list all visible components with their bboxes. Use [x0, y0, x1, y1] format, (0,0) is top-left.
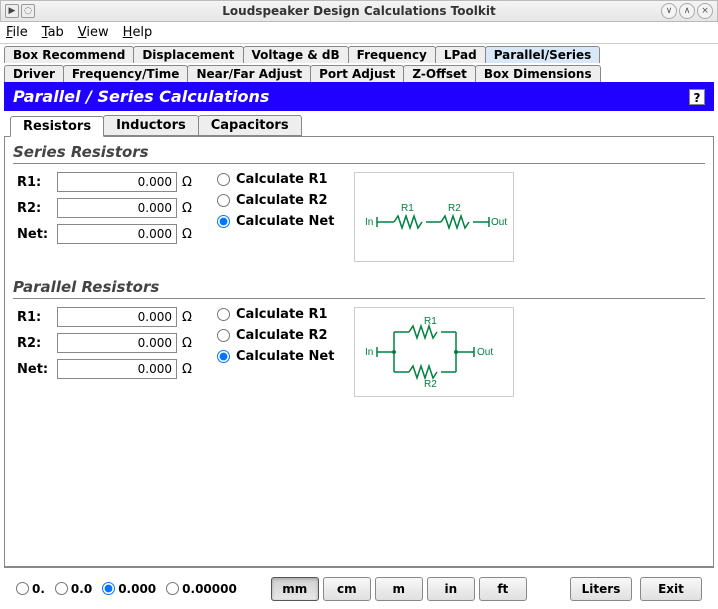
- menu-tab[interactable]: Tab: [42, 25, 64, 40]
- series-r2-input[interactable]: [57, 198, 177, 218]
- series-section-title: Series Resistors: [13, 143, 705, 164]
- precision-0[interactable]: 0.: [16, 582, 45, 596]
- parallel-calc-net-radio[interactable]: Calculate Net: [217, 349, 334, 364]
- parallel-net-input[interactable]: [57, 359, 177, 379]
- precision-2[interactable]: 0.000: [102, 582, 156, 596]
- parallel-r2-input[interactable]: [57, 333, 177, 353]
- svg-text:Out: Out: [477, 347, 493, 358]
- menu-bar: File Tab View Help: [0, 22, 718, 44]
- unit-in-button[interactable]: in: [427, 577, 475, 601]
- svg-text:In: In: [365, 217, 373, 228]
- minimize-button[interactable]: ∨: [661, 3, 677, 19]
- tab-driver[interactable]: Driver: [4, 65, 64, 82]
- parallel-net-unit: Ω: [177, 362, 197, 377]
- parallel-r2-label: R2:: [17, 336, 57, 351]
- series-net-label: Net:: [17, 227, 57, 242]
- subtab-resistors[interactable]: Resistors: [10, 116, 104, 137]
- document-icon: ◌: [21, 4, 35, 18]
- svg-text:R1: R1: [401, 203, 414, 214]
- series-r2-label: R2:: [17, 201, 57, 216]
- title-bar: ▶ ◌ Loudspeaker Design Calculations Tool…: [0, 0, 718, 22]
- parallel-net-label: Net:: [17, 362, 57, 377]
- parallel-r1-input[interactable]: [57, 307, 177, 327]
- tab-frequency[interactable]: Frequency: [348, 46, 436, 63]
- series-net-unit: Ω: [177, 227, 197, 242]
- parallel-section-title: Parallel Resistors: [13, 278, 705, 299]
- liters-button[interactable]: Liters: [570, 577, 632, 601]
- tab-frequency-time[interactable]: Frequency/Time: [63, 65, 189, 82]
- series-calc-net-radio[interactable]: Calculate Net: [217, 214, 334, 229]
- series-diagram: In R1 R2 Out: [354, 172, 514, 262]
- parallel-calc-r1-radio[interactable]: Calculate R1: [217, 307, 334, 322]
- series-r1-label: R1:: [17, 175, 57, 190]
- svg-text:R2: R2: [424, 379, 437, 390]
- menu-help[interactable]: Help: [123, 25, 153, 40]
- precision-1[interactable]: 0.0: [55, 582, 92, 596]
- subtab-inductors[interactable]: Inductors: [103, 115, 199, 136]
- primary-tabs-row-1: Box Recommend Displacement Voltage & dB …: [0, 44, 718, 63]
- unit-m-button[interactable]: m: [375, 577, 423, 601]
- precision-radios: 0. 0.0 0.000 0.00000: [16, 582, 237, 596]
- series-calc-r2-radio[interactable]: Calculate R2: [217, 193, 334, 208]
- tab-box-dimensions[interactable]: Box Dimensions: [475, 65, 601, 82]
- tab-displacement[interactable]: Displacement: [133, 46, 243, 63]
- tab-z-offset[interactable]: Z-Offset: [403, 65, 475, 82]
- menu-file[interactable]: File: [6, 25, 28, 40]
- parallel-r1-label: R1:: [17, 310, 57, 325]
- subtab-capacitors[interactable]: Capacitors: [198, 115, 302, 136]
- parallel-block: R1: Ω R2: Ω Net: Ω Calculate R1 Calculat…: [13, 307, 705, 411]
- svg-text:Out: Out: [491, 217, 507, 228]
- tab-port-adjust[interactable]: Port Adjust: [310, 65, 404, 82]
- svg-text:In: In: [365, 347, 373, 358]
- menu-view[interactable]: View: [78, 25, 109, 40]
- tab-parallel-series[interactable]: Parallel/Series: [485, 46, 601, 63]
- exit-button[interactable]: Exit: [640, 577, 702, 601]
- parallel-r2-unit: Ω: [177, 336, 197, 351]
- parallel-calc-r2-radio[interactable]: Calculate R2: [217, 328, 334, 343]
- parallel-r1-unit: Ω: [177, 310, 197, 325]
- app-icon: ▶: [5, 4, 19, 18]
- tab-near-far-adjust[interactable]: Near/Far Adjust: [187, 65, 311, 82]
- help-button[interactable]: ?: [689, 89, 705, 105]
- series-r1-unit: Ω: [177, 175, 197, 190]
- tab-lpad[interactable]: LPad: [435, 46, 486, 63]
- svg-text:R1: R1: [424, 316, 437, 327]
- parallel-diagram: In R1 R2 Out: [354, 307, 514, 397]
- close-button[interactable]: ×: [697, 3, 713, 19]
- maximize-button[interactable]: ∧: [679, 3, 695, 19]
- panel-header: Parallel / Series Calculations ?: [4, 82, 714, 111]
- series-calc-r1-radio[interactable]: Calculate R1: [217, 172, 334, 187]
- primary-tabs-row-2: Driver Frequency/Time Near/Far Adjust Po…: [0, 63, 718, 82]
- tab-voltage-db[interactable]: Voltage & dB: [243, 46, 349, 63]
- series-block: R1: Ω R2: Ω Net: Ω Calculate R1 Calculat…: [13, 172, 705, 276]
- unit-mm-button[interactable]: mm: [271, 577, 319, 601]
- series-r1-input[interactable]: [57, 172, 177, 192]
- panel-title: Parallel / Series Calculations: [13, 87, 269, 106]
- series-r2-unit: Ω: [177, 201, 197, 216]
- svg-text:R2: R2: [448, 203, 461, 214]
- bottom-bar: 0. 0.0 0.000 0.00000 mm cm m in ft Liter…: [4, 567, 714, 609]
- series-net-input[interactable]: [57, 224, 177, 244]
- precision-3[interactable]: 0.00000: [166, 582, 237, 596]
- sub-tabs: Resistors Inductors Capacitors: [4, 111, 714, 137]
- unit-buttons: mm cm m in ft: [271, 577, 527, 601]
- unit-ft-button[interactable]: ft: [479, 577, 527, 601]
- window-title: Loudspeaker Design Calculations Toolkit: [1, 4, 717, 18]
- content-panel: Series Resistors R1: Ω R2: Ω Net: Ω Calc…: [4, 137, 714, 567]
- tab-box-recommend[interactable]: Box Recommend: [4, 46, 134, 63]
- unit-cm-button[interactable]: cm: [323, 577, 371, 601]
